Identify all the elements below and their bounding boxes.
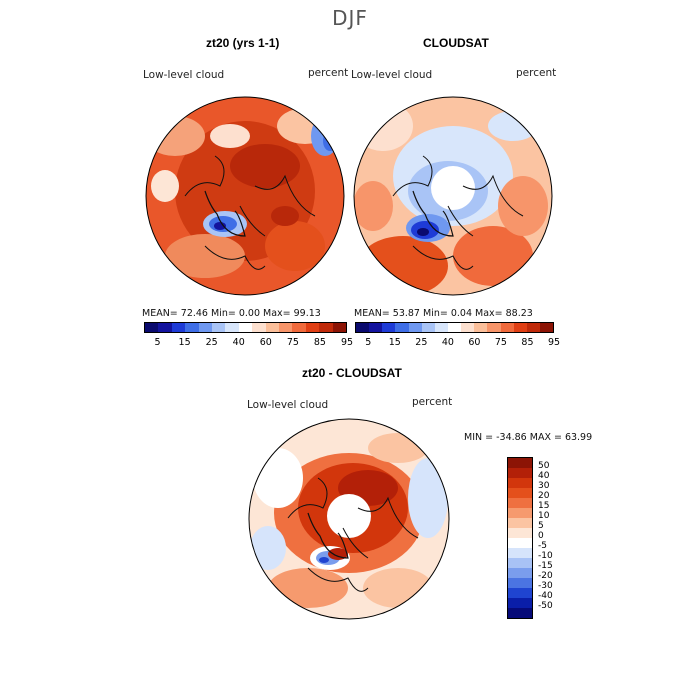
colorbar-model-tick-label: 40 xyxy=(232,337,245,348)
colorbar-ticks-diff: 50 40 30 20 15 10 5 0 -5 -10 -15 -20 -30 -40 -50 xyxy=(538,457,578,622)
colorbar-obs-swatch xyxy=(356,323,370,332)
colorbar-model-swatch xyxy=(265,323,280,332)
colorbar-diff-tick-label: 15 xyxy=(538,501,550,511)
colorbar-obs-tick-label: 75 xyxy=(494,337,507,348)
colorbar-model-swatch xyxy=(292,323,306,332)
colorbar-model-tick-label: 60 xyxy=(259,337,272,348)
colorbar-model-swatch xyxy=(198,323,213,332)
colorbar-model-swatch xyxy=(252,323,266,332)
units-label-diff: percent xyxy=(412,396,453,408)
colorbar-model-swatch xyxy=(319,323,333,332)
colorbar-model xyxy=(144,322,347,333)
colorbar-model-swatch xyxy=(158,323,172,332)
colorbar-obs-swatch xyxy=(526,323,540,332)
colorbar-model-swatch xyxy=(212,323,226,332)
colorbar-obs-swatch xyxy=(461,323,475,332)
colorbar-model-swatch xyxy=(185,323,199,332)
colorbar-diff-swatch xyxy=(508,578,532,588)
colorbar-obs-swatch xyxy=(421,323,435,332)
colorbar-model-swatch xyxy=(171,323,186,332)
colorbar-model-tick-label: 5 xyxy=(154,337,161,348)
colorbar-diff-swatch xyxy=(508,498,532,508)
colorbar-model-tick-label: 75 xyxy=(286,337,299,348)
stats-obs: MEAN= 53.87 Min= 0.04 Max= 88.23 xyxy=(354,308,533,319)
colorbar-model-swatch xyxy=(332,323,347,332)
colorbar-obs-tick-label: 15 xyxy=(388,337,401,348)
colorbar-obs-swatch xyxy=(369,323,383,332)
colorbar-diff-tick-label: -10 xyxy=(538,551,553,561)
colorbar-diff-tick-label: -30 xyxy=(538,581,553,591)
colorbar-obs-swatch xyxy=(434,323,448,332)
stats-diff: MIN = -34.86 MAX = 63.99 xyxy=(464,432,593,443)
colorbar-diff-swatch xyxy=(508,588,532,598)
colorbar-obs-swatch xyxy=(474,323,488,332)
colorbar-diff-swatch xyxy=(508,478,532,488)
colorbar-diff-swatch xyxy=(508,608,532,618)
colorbar-diff-tick-label: 30 xyxy=(538,481,550,491)
colorbar-obs-tick-label: 60 xyxy=(468,337,481,348)
colorbar-diff-swatch xyxy=(508,568,532,578)
colorbar-obs-swatch xyxy=(539,323,554,332)
colorbar-obs-tick-label: 5 xyxy=(365,337,372,348)
season-title: DJF xyxy=(332,6,368,30)
colorbar-obs-tick-label: 95 xyxy=(547,337,561,348)
polar-map-obs xyxy=(353,96,553,296)
colorbar-obs-tick-label: 25 xyxy=(415,337,428,348)
colorbar-diff-tick-label: 0 xyxy=(538,531,544,541)
colorbar-model-swatch xyxy=(279,323,293,332)
colorbar-diff-tick-label: -5 xyxy=(538,541,547,551)
colorbar-obs xyxy=(355,322,554,333)
colorbar-model-swatch xyxy=(225,323,239,332)
units-label-model: percent xyxy=(308,67,349,79)
colorbar-obs-swatch xyxy=(395,323,409,332)
stats-model: MEAN= 72.46 Min= 0.00 Max= 99.13 xyxy=(142,308,321,319)
colorbar-diff-tick-label: -40 xyxy=(538,591,553,601)
colorbar-diff-swatch xyxy=(508,458,532,468)
colorbar-diff-tick-label: 5 xyxy=(538,521,544,531)
colorbar-diff-tick-label: 40 xyxy=(538,471,550,481)
colorbar-obs-swatch xyxy=(500,323,514,332)
colorbar-model-tick-label: 95 xyxy=(340,337,354,348)
colorbar-diff-tick-label: 10 xyxy=(538,511,550,521)
colorbar-obs-swatch xyxy=(447,323,462,332)
colorbar-diff-swatch xyxy=(508,468,532,478)
colorbar-diff-tick-label: 20 xyxy=(538,491,550,501)
var-label-diff: Low-level cloud xyxy=(247,399,329,411)
panel-title-diff: zt20 - CLOUDSAT xyxy=(302,366,402,380)
colorbar-ticks-obs: 5 15 25 40 60 75 85 95 xyxy=(355,337,560,349)
colorbar-diff-swatch xyxy=(508,488,532,498)
colorbar-model-swatch xyxy=(145,323,159,332)
panel-title-obs: CLOUDSAT xyxy=(423,36,489,50)
colorbar-obs-swatch xyxy=(408,323,422,332)
colorbar-diff-swatch xyxy=(508,598,532,608)
colorbar-ticks-model: 5 15 25 40 60 75 85 95 xyxy=(144,337,354,349)
colorbar-diff-tick-label: -50 xyxy=(538,601,553,611)
colorbar-diff-tick-label: -15 xyxy=(538,561,553,571)
var-label-obs: Low-level cloud xyxy=(351,69,433,81)
colorbar-diff-swatch xyxy=(508,538,532,548)
colorbar-obs-swatch xyxy=(382,323,396,332)
colorbar-obs-tick-label: 40 xyxy=(441,337,454,348)
colorbar-model-swatch xyxy=(305,323,320,332)
panel-title-model: zt20 (yrs 1-1) xyxy=(206,36,280,50)
colorbar-diff-tick-label: 50 xyxy=(538,461,550,471)
colorbar-diff-tick-label: -20 xyxy=(538,571,553,581)
colorbar-model-tick-label: 15 xyxy=(178,337,191,348)
colorbar-diff-swatch xyxy=(508,508,532,518)
colorbar-diff-swatch xyxy=(508,528,532,538)
colorbar-obs-swatch xyxy=(487,323,501,332)
var-label-model: Low-level cloud xyxy=(143,69,225,81)
colorbar-diff-swatch xyxy=(508,548,532,558)
units-label-obs: percent xyxy=(516,67,557,79)
colorbar-model-swatch xyxy=(238,323,253,332)
colorbar-diff-swatch xyxy=(508,518,532,528)
polar-map-model xyxy=(145,96,345,296)
colorbar-diff-swatch xyxy=(508,558,532,568)
colorbar-model-tick-label: 25 xyxy=(205,337,218,348)
polar-map-diff xyxy=(248,418,450,620)
colorbar-obs-tick-label: 85 xyxy=(521,337,534,348)
colorbar-obs-swatch xyxy=(513,323,527,332)
colorbar-diff xyxy=(507,457,533,619)
colorbar-model-tick-label: 85 xyxy=(313,337,326,348)
